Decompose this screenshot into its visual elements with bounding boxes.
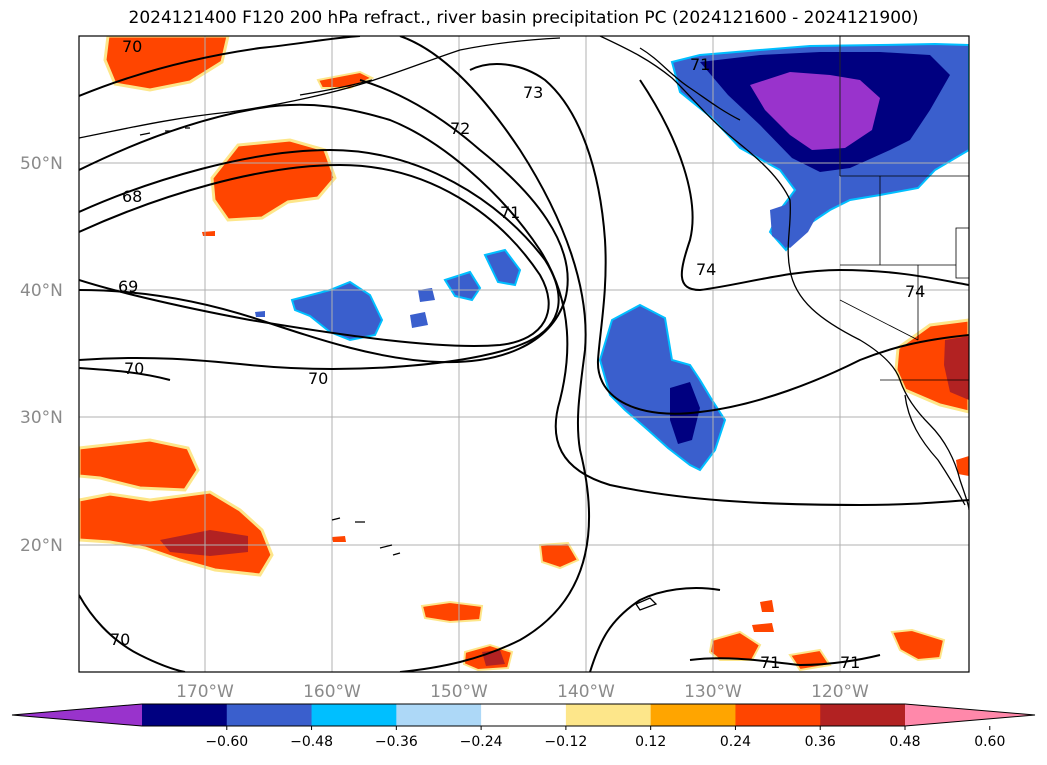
- lat-label: 20°N: [20, 536, 63, 556]
- colorbar-segment: [481, 704, 567, 726]
- colorbar: −0.60 −0.48 −0.36 −0.24 −0.12 0.12 0.24 0.36 0.4…: [11, 703, 1036, 750]
- colorbar-extend-min: [12, 704, 142, 726]
- contour-label: 68: [122, 187, 142, 206]
- longitude-labels: 170°W 160°W 150°W 140°W 130°W 120°W: [176, 682, 869, 702]
- colorbar-extend-max: [905, 704, 1035, 726]
- contour-label: 70: [308, 369, 328, 388]
- colorbar-segment: [226, 704, 313, 726]
- colorbar-tick-label: 0.24: [720, 734, 751, 750]
- colorbar-tick-label: 0.60: [974, 734, 1005, 750]
- refractivity-contours: [79, 36, 969, 672]
- map-frame: [78, 35, 970, 673]
- colorbar-segment: [311, 704, 397, 726]
- contour-label: 70: [122, 37, 142, 56]
- contour-label: 71: [840, 653, 860, 672]
- colorbar-segments: [11, 703, 1036, 727]
- contour-label: 71: [500, 203, 520, 222]
- colorbar-tick-label: −0.12: [544, 734, 587, 750]
- lon-label: 130°W: [684, 682, 742, 702]
- contour-label: 74: [905, 282, 925, 301]
- lon-label: 140°W: [557, 682, 615, 702]
- colorbar-tick-label: −0.48: [290, 734, 333, 750]
- colorbar-tick-label: 0.12: [635, 734, 666, 750]
- lon-label: 150°W: [430, 682, 488, 702]
- latitude-labels: 50°N 40°N 30°N 20°N: [20, 154, 63, 556]
- coastlines: [79, 36, 969, 611]
- lon-label: 160°W: [303, 682, 361, 702]
- colorbar-tick-label: −0.36: [375, 734, 418, 750]
- colorbar-segment: [565, 704, 652, 726]
- colorbar-outline: [11, 703, 1036, 727]
- state-borders: [839, 36, 969, 381]
- contour-label: 71: [690, 55, 710, 74]
- map-title: 2024121400 F120 200 hPa refract., river …: [128, 8, 919, 28]
- contour-label: 70: [110, 630, 130, 649]
- colorbar-segment: [650, 704, 736, 726]
- colorbar-segment: [735, 704, 821, 726]
- lon-label: 120°W: [811, 682, 869, 702]
- contour-label: 70: [124, 359, 144, 378]
- contour-label: 71: [760, 653, 780, 672]
- contour-label: 72: [450, 119, 470, 138]
- contour-label-group: 70 73 72 68 71 74 74 69 70 70 70 71 71 7…: [110, 37, 925, 672]
- lat-label: 40°N: [20, 281, 63, 301]
- contour-label: 74: [696, 260, 716, 279]
- contour-label: 73: [523, 83, 543, 102]
- map-area: 70 73 72 68 71 74 74 69 70 70 70 71 71 7…: [79, 36, 969, 672]
- colorbar-segment: [396, 704, 482, 726]
- lat-label: 30°N: [20, 408, 63, 428]
- colorbar-segment: [820, 704, 906, 726]
- colorbar-tick-labels: −0.60 −0.48 −0.36 −0.24 −0.12 0.12 0.24 0.36 0.4…: [205, 726, 1005, 750]
- colorbar-tick-label: −0.60: [205, 734, 248, 750]
- colorbar-tick-label: 0.36: [805, 734, 836, 750]
- lat-label: 50°N: [20, 154, 63, 174]
- contour-label: 69: [118, 277, 138, 296]
- lon-label: 170°W: [176, 682, 234, 702]
- negative-anomaly-shading: [255, 42, 969, 472]
- colorbar-segment: [142, 704, 228, 726]
- colorbar-tick-label: 0.48: [889, 734, 920, 750]
- colorbar-tick-label: −0.24: [460, 734, 503, 750]
